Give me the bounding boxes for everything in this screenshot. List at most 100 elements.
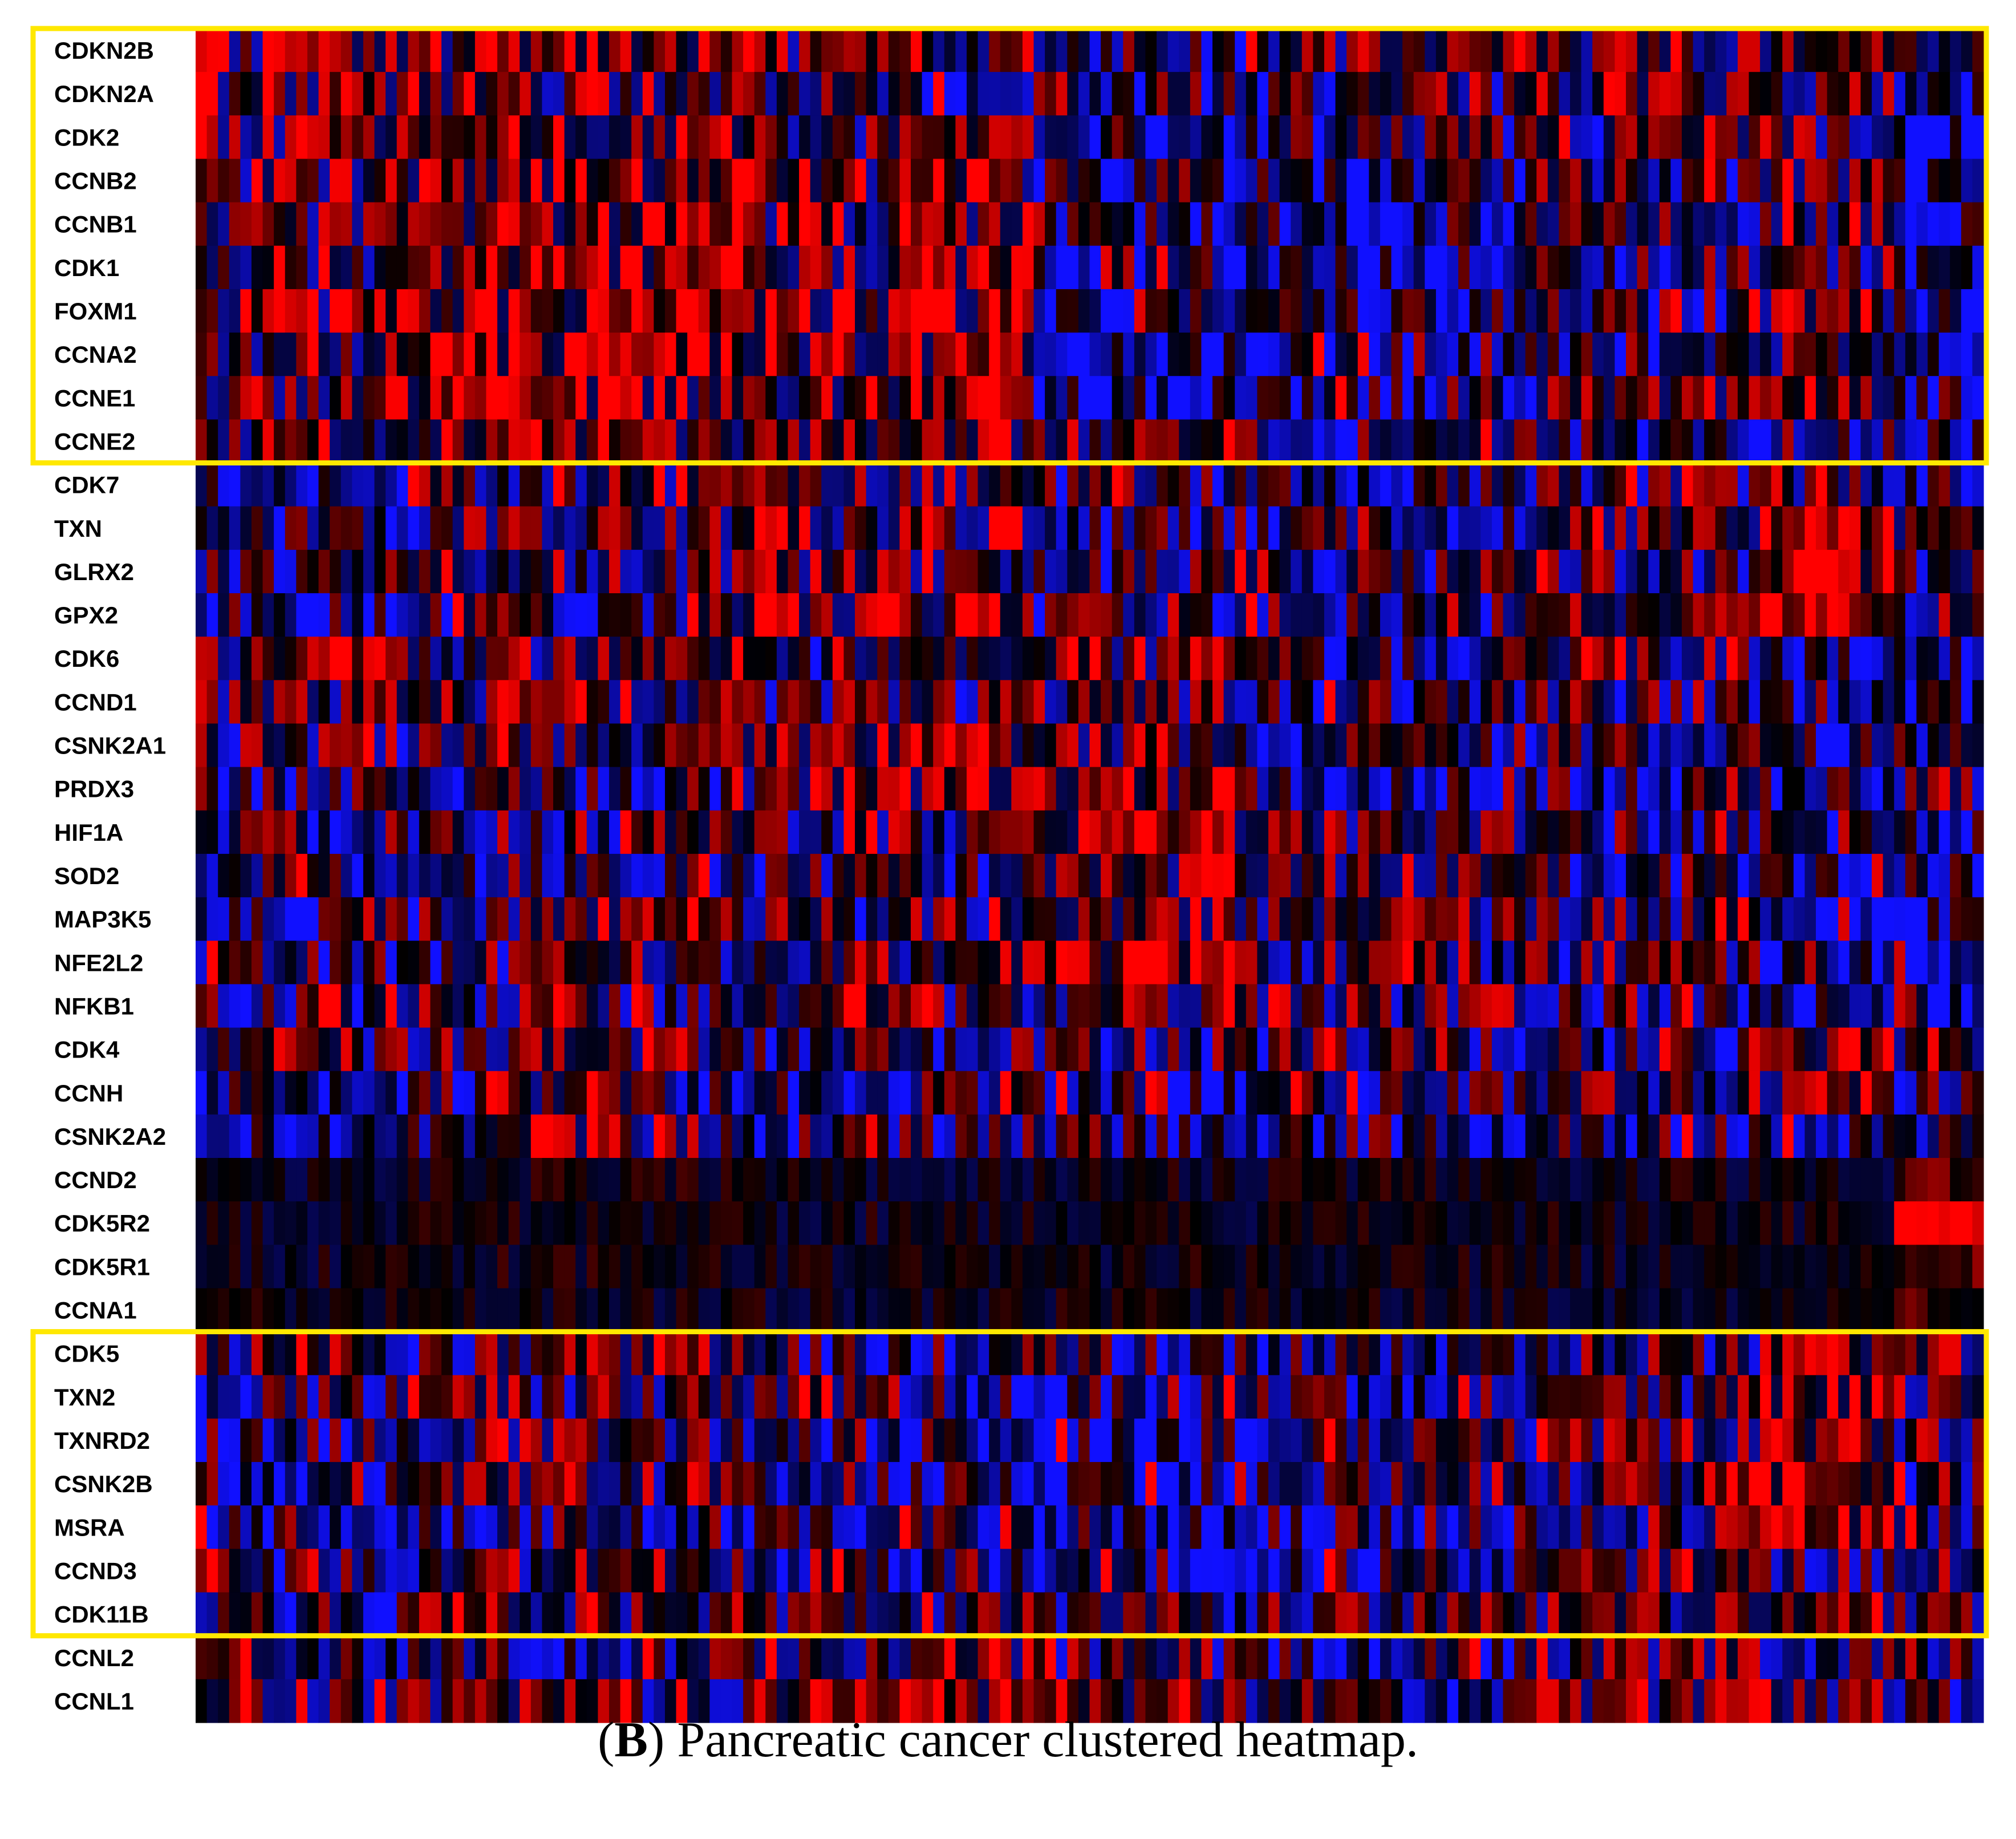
heatmap-cell [1157, 245, 1169, 290]
heatmap-cell [1626, 419, 1638, 464]
heatmap-cell [1246, 29, 1258, 72]
heatmap-cell [1112, 289, 1123, 333]
heatmap-cell [1961, 810, 1973, 854]
heatmap-cell [810, 1201, 822, 1245]
heatmap-cell [1827, 549, 1839, 594]
heatmap-cell [1514, 723, 1526, 768]
heatmap-cell [1022, 1331, 1035, 1376]
heatmap-cell [1872, 202, 1884, 246]
heatmap-cell [497, 29, 509, 72]
heatmap-cell [575, 680, 587, 724]
heatmap-cell [553, 1331, 565, 1376]
heatmap-cell [1581, 463, 1593, 507]
heatmap-cell [1291, 549, 1303, 594]
heatmap-cell [1816, 984, 1828, 1028]
heatmap-cell [430, 1071, 442, 1115]
heatmap-cell [1056, 506, 1068, 550]
heatmap-cell [1916, 245, 1928, 290]
heatmap-cell [486, 1288, 498, 1332]
heatmap-cell [296, 506, 308, 550]
heatmap-cell [1615, 1245, 1626, 1289]
heatmap-cell [1491, 723, 1504, 768]
heatmap-cell [631, 245, 643, 290]
heatmap-cell [944, 333, 956, 376]
heatmap-cell [877, 115, 889, 160]
heatmap-cell [1559, 29, 1571, 72]
heatmap-cell [598, 1245, 610, 1289]
heatmap-cell [240, 419, 252, 464]
heatmap-cell [1816, 506, 1828, 550]
heatmap-cell [1000, 1288, 1012, 1332]
heatmap-cell [1123, 333, 1135, 376]
heatmap-cell [676, 984, 688, 1028]
heatmap-cell [899, 1201, 911, 1245]
heatmap-cell [977, 941, 989, 985]
heatmap-cell [1570, 593, 1582, 637]
heatmap-cell [1760, 549, 1772, 594]
heatmap-cell [1257, 1071, 1269, 1115]
heatmap-cell [866, 463, 878, 507]
heatmap-cell [977, 29, 989, 72]
heatmap-cell [240, 1071, 252, 1115]
heatmap-cell [855, 549, 867, 594]
heatmap-cell [251, 723, 263, 768]
heatmap-cell [676, 1331, 688, 1376]
heatmap-cell [1223, 810, 1235, 854]
heatmap-cell [1615, 159, 1626, 203]
heatmap-cell [464, 1158, 476, 1202]
heatmap-cell [564, 159, 576, 203]
heatmap-cell [1883, 1201, 1895, 1245]
heatmap-cell [1291, 29, 1303, 72]
heatmap-cell [1626, 767, 1638, 811]
heatmap-cell [944, 376, 956, 420]
heatmap-cell [1760, 984, 1772, 1028]
heatmap-cell [1514, 506, 1526, 550]
heatmap-cell [1659, 941, 1671, 985]
heatmap-cell [1771, 463, 1783, 507]
heatmap-cell [1268, 549, 1280, 594]
heatmap-cell [1469, 1158, 1481, 1202]
heatmap-cell [1782, 29, 1794, 72]
heatmap-cell [1737, 1331, 1750, 1376]
heatmap-cell [285, 897, 297, 941]
heatmap-cell [229, 593, 241, 637]
heatmap-cell [1503, 1245, 1515, 1289]
heatmap-cell [1279, 1027, 1291, 1072]
heatmap-cell [810, 72, 822, 116]
heatmap-cell [709, 680, 721, 724]
heatmap-cell [486, 853, 498, 898]
heatmap-cell [1592, 376, 1604, 420]
heatmap-cell [877, 1201, 889, 1245]
heatmap-cell [1402, 72, 1414, 116]
heatmap-cell [1503, 1201, 1515, 1245]
heatmap-cell [955, 463, 967, 507]
heatmap-cell [1771, 593, 1783, 637]
heatmap-cell [732, 463, 744, 507]
heatmap-cell [1559, 1201, 1571, 1245]
heatmap-cell [530, 1331, 542, 1376]
heatmap-cell [430, 1201, 442, 1245]
heatmap-cell [877, 637, 889, 680]
heatmap-cell [374, 723, 386, 768]
heatmap-cell [989, 810, 1001, 854]
heatmap-cell [754, 506, 766, 550]
heatmap-cell [620, 376, 632, 420]
heatmap-cell [1503, 1158, 1515, 1202]
heatmap-cell [1425, 1071, 1437, 1115]
heatmap-cell [1938, 159, 1950, 203]
heatmap-cell [832, 680, 845, 724]
heatmap-cell [1346, 202, 1358, 246]
heatmap-cell [1145, 289, 1157, 333]
heatmap-cell [1179, 767, 1191, 811]
heatmap-cell [340, 1288, 352, 1332]
heatmap-cell [1916, 897, 1928, 941]
heatmap-cell [1804, 159, 1816, 203]
heatmap-cell [1514, 767, 1526, 811]
heatmap-cell [642, 159, 654, 203]
heatmap-cell [609, 1071, 621, 1115]
heatmap-cell [1816, 29, 1828, 72]
heatmap-cell [497, 723, 509, 768]
heatmap-cell [1603, 810, 1615, 854]
heatmap-cell [497, 1027, 509, 1072]
heatmap-cell [1369, 289, 1381, 333]
